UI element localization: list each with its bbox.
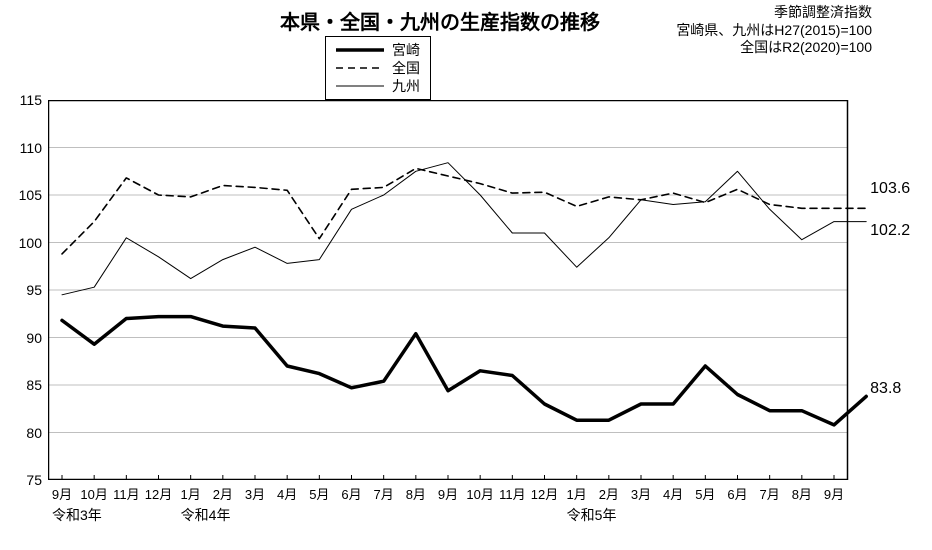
xtick-label: 10月	[462, 484, 498, 503]
xtick-label: 3月	[237, 484, 273, 503]
xtick-label: 3月	[623, 484, 659, 503]
xtick-label: 4月	[655, 484, 691, 503]
xtick-label: 11月	[108, 484, 144, 503]
xtick-label: 9月	[44, 484, 80, 503]
series-end-label: 102.2	[870, 222, 910, 240]
xtick-label: 12月	[141, 484, 177, 503]
plot-svg	[48, 100, 904, 480]
subtitle-line: 宮崎県、九州はH27(2015)=100	[676, 22, 872, 40]
xtick-label: 12月	[527, 484, 563, 503]
xtick-label: 7月	[366, 484, 402, 503]
legend-label: 宮崎	[392, 40, 420, 60]
chart-root: 本県・全国・九州の生産指数の推移 季節調整済指数 宮崎県、九州はH27(2015…	[0, 0, 932, 550]
ytick-label: 110	[0, 140, 42, 156]
xtick-label: 2月	[205, 484, 241, 503]
legend-label: 全国	[392, 58, 420, 78]
xtick-label: 9月	[816, 484, 852, 503]
xtick-label: 5月	[687, 484, 723, 503]
ytick-label: 80	[0, 425, 42, 441]
legend-entry: 九州	[336, 77, 420, 95]
xtick-label: 6月	[334, 484, 370, 503]
ytick-label: 95	[0, 282, 42, 298]
subtitle-line: 季節調整済指数	[676, 4, 872, 22]
legend-swatch	[336, 77, 384, 95]
series-end-label: 103.6	[870, 180, 910, 198]
xtick-label: 10月	[76, 484, 112, 503]
ytick-label: 90	[0, 330, 42, 346]
legend-label: 九州	[392, 76, 420, 96]
xtick-label: 2月	[591, 484, 627, 503]
legend-entry: 宮崎	[336, 41, 420, 59]
xtick-label: 7月	[752, 484, 788, 503]
plot-area	[48, 100, 904, 480]
series-line	[62, 163, 866, 295]
legend-swatch	[336, 59, 384, 77]
ytick-label: 100	[0, 235, 42, 251]
xtick-label: 6月	[720, 484, 756, 503]
ytick-label: 115	[0, 92, 42, 108]
subtitle-line: 全国はR2(2020)=100	[676, 39, 872, 57]
era-label: 令和4年	[181, 505, 231, 525]
era-label: 令和3年	[52, 505, 102, 525]
xtick-label: 1月	[559, 484, 595, 503]
ytick-label: 85	[0, 377, 42, 393]
ytick-label: 75	[0, 472, 42, 488]
series-line	[62, 317, 866, 425]
xtick-label: 11月	[494, 484, 530, 503]
xtick-label: 8月	[398, 484, 434, 503]
legend: 宮崎全国九州	[325, 36, 431, 100]
series-end-label: 83.8	[870, 380, 901, 398]
legend-entry: 全国	[336, 59, 420, 77]
chart-title: 本県・全国・九州の生産指数の推移	[0, 6, 600, 35]
era-label: 令和5年	[567, 505, 617, 525]
xtick-label: 5月	[301, 484, 337, 503]
chart-subtitle: 季節調整済指数 宮崎県、九州はH27(2015)=100 全国はR2(2020)…	[676, 4, 872, 57]
legend-swatch	[336, 41, 384, 59]
xtick-label: 9月	[430, 484, 466, 503]
ytick-label: 105	[0, 187, 42, 203]
xtick-label: 4月	[269, 484, 305, 503]
xtick-label: 1月	[173, 484, 209, 503]
xtick-label: 8月	[784, 484, 820, 503]
